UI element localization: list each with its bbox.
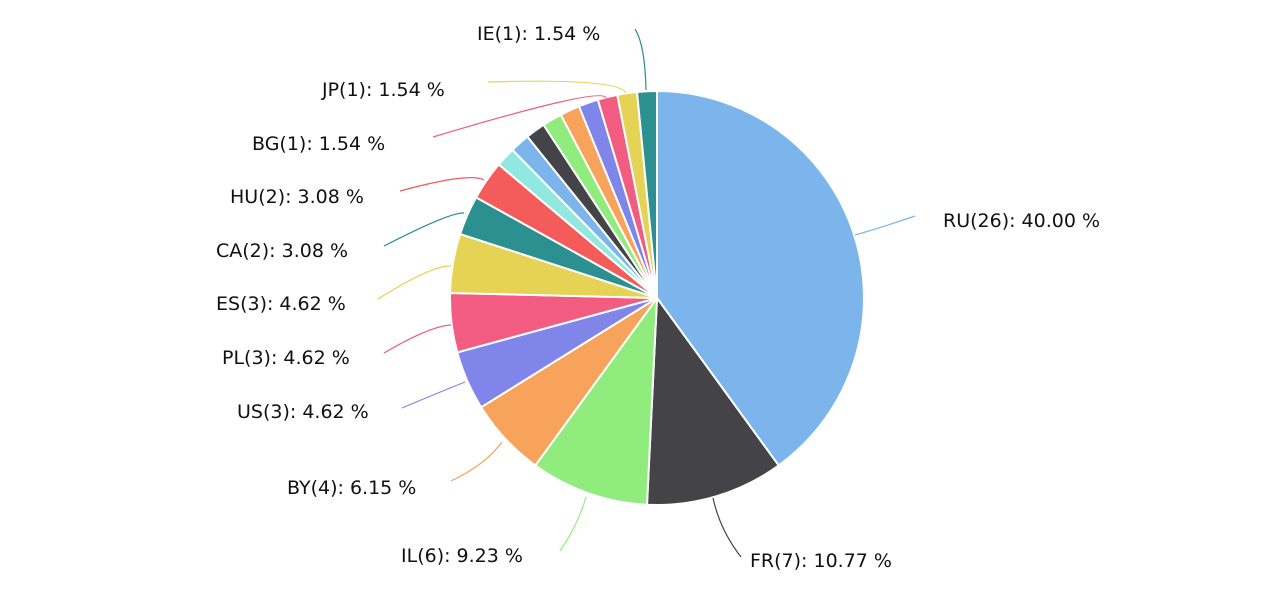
data-label-hu: HU(2): 3.08 % [230, 186, 364, 208]
pie-slice-il[interactable] [534, 297, 658, 506]
pie-slice-ie[interactable] [636, 90, 658, 299]
data-label-bg: BG(1): 1.54 % [252, 133, 385, 155]
data-labels: RU(26): 40.00 % FR(7): 10.77 % IL(6): 9.23… [216, 23, 1100, 572]
data-label-ie: IE(1): 1.54 % [477, 23, 600, 45]
leader-line-es [377, 265, 452, 300]
pie-slices [449, 90, 865, 506]
leader-line-jp [487, 80, 627, 94]
leader-line-hu [399, 177, 485, 192]
data-label-es: ES(3): 4.62 % [216, 293, 346, 315]
pie-slice-fr[interactable] [646, 297, 780, 506]
data-label-pl: PL(3): 4.62 % [222, 347, 350, 369]
data-label-ru: RU(26): 40.00 % [943, 210, 1100, 232]
data-label-us: US(3): 4.62 % [237, 401, 369, 423]
leader-line-ca [383, 212, 465, 247]
label-leader-lines [377, 28, 916, 558]
leader-line-by [450, 441, 503, 482]
leader-line-us [401, 381, 466, 409]
leader-line-bg [432, 95, 607, 138]
leader-line-ie [634, 28, 647, 91]
data-label-jp: JP(1): 1.54 % [321, 79, 445, 101]
leader-line-ru [854, 215, 916, 236]
leader-line-il [559, 496, 587, 552]
leader-line-pl [383, 324, 452, 354]
leader-line-fr [712, 497, 742, 558]
data-label-ca: CA(2): 3.08 % [216, 240, 348, 262]
data-label-il: IL(6): 9.23 % [401, 545, 523, 567]
data-label-by: BY(4): 6.15 % [287, 477, 416, 499]
pie-slice-ru[interactable] [656, 90, 865, 467]
data-label-fr: FR(7): 10.77 % [750, 550, 892, 572]
